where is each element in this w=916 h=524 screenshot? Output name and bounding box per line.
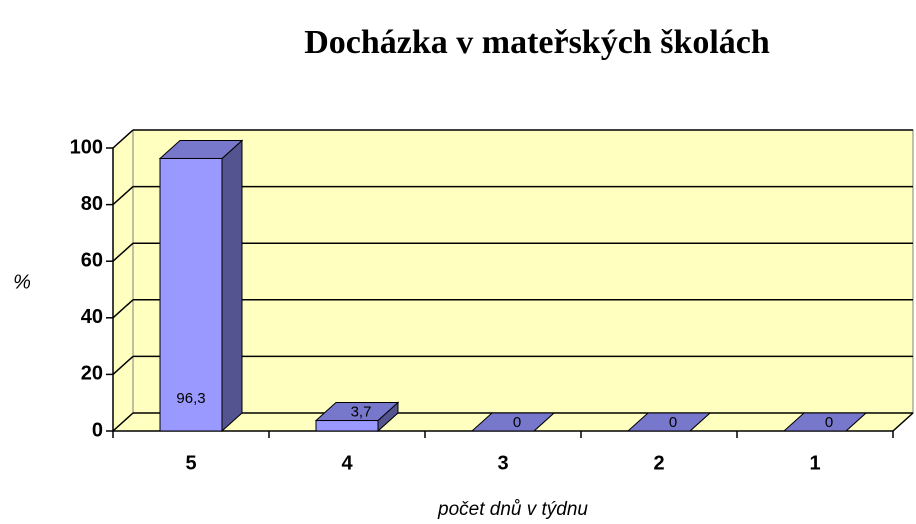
bar <box>315 420 379 432</box>
x-tick-label: 2 <box>653 452 664 474</box>
y-tick-label: 0 <box>92 419 103 441</box>
grid-line <box>112 129 134 149</box>
y-tick-label: 40 <box>81 306 103 328</box>
value-label: 96,3 <box>176 390 205 407</box>
grid-line <box>112 186 134 206</box>
bar-top <box>626 412 712 432</box>
bar-top <box>470 412 556 432</box>
x-tick-label: 5 <box>185 452 196 474</box>
y-tick-label: 60 <box>81 249 103 271</box>
chart-title: Docházka v mateřských školách <box>304 24 770 61</box>
grid-line <box>112 412 134 432</box>
x-tick-label: 3 <box>497 452 508 474</box>
x-axis-title: počet dnů v týdnu <box>437 499 588 520</box>
bar-top <box>782 412 868 432</box>
value-label: 0 <box>669 414 677 431</box>
value-label: 3,7 <box>351 403 372 420</box>
value-label: 0 <box>513 414 521 431</box>
y-tick-label: 100 <box>70 136 103 158</box>
y-tick-label: 20 <box>81 363 103 385</box>
bar <box>159 157 223 432</box>
grid-line <box>112 242 134 262</box>
back-wall <box>132 129 914 414</box>
y-tick-label: 80 <box>81 193 103 215</box>
bar-side <box>221 139 243 433</box>
x-tick-label: 4 <box>341 452 353 474</box>
grid-line <box>112 299 134 319</box>
side-wall <box>112 128 134 433</box>
value-label: 0 <box>825 414 833 431</box>
grid-line <box>112 355 134 375</box>
x-axis-depth <box>892 412 914 432</box>
y-axis-title: % <box>13 271 31 293</box>
x-tick-label: 1 <box>809 452 820 474</box>
